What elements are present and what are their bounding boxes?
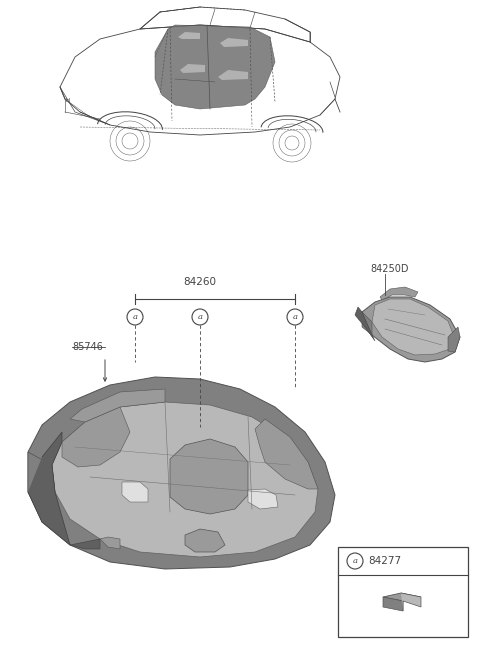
Circle shape	[347, 553, 363, 569]
Polygon shape	[362, 312, 372, 335]
Polygon shape	[62, 407, 130, 467]
Polygon shape	[70, 539, 100, 549]
Circle shape	[127, 309, 143, 325]
Text: a: a	[197, 313, 203, 321]
Polygon shape	[155, 25, 275, 109]
Polygon shape	[28, 377, 335, 569]
Polygon shape	[383, 593, 421, 601]
Polygon shape	[448, 327, 460, 352]
Polygon shape	[178, 32, 200, 39]
Polygon shape	[28, 452, 55, 492]
Polygon shape	[100, 537, 120, 549]
Polygon shape	[170, 439, 248, 514]
Polygon shape	[372, 299, 455, 355]
Polygon shape	[355, 307, 375, 341]
Text: 84250D: 84250D	[370, 264, 408, 274]
Polygon shape	[255, 419, 318, 489]
Circle shape	[192, 309, 208, 325]
Text: 85746: 85746	[72, 342, 103, 352]
Polygon shape	[28, 432, 70, 545]
Text: a: a	[132, 313, 137, 321]
Text: 84260: 84260	[183, 277, 216, 287]
Polygon shape	[52, 402, 318, 557]
Text: H: H	[66, 99, 70, 104]
Polygon shape	[122, 482, 148, 502]
Polygon shape	[380, 287, 418, 300]
Polygon shape	[70, 389, 165, 422]
Polygon shape	[248, 489, 278, 509]
Text: 84277: 84277	[368, 556, 401, 566]
Polygon shape	[362, 297, 460, 362]
Polygon shape	[218, 70, 248, 80]
Polygon shape	[185, 529, 225, 552]
Polygon shape	[220, 38, 248, 47]
Text: a: a	[352, 557, 358, 565]
Circle shape	[287, 309, 303, 325]
Polygon shape	[383, 597, 403, 611]
Polygon shape	[401, 593, 421, 611]
Text: a: a	[292, 313, 298, 321]
Polygon shape	[180, 64, 205, 73]
FancyBboxPatch shape	[338, 547, 468, 637]
